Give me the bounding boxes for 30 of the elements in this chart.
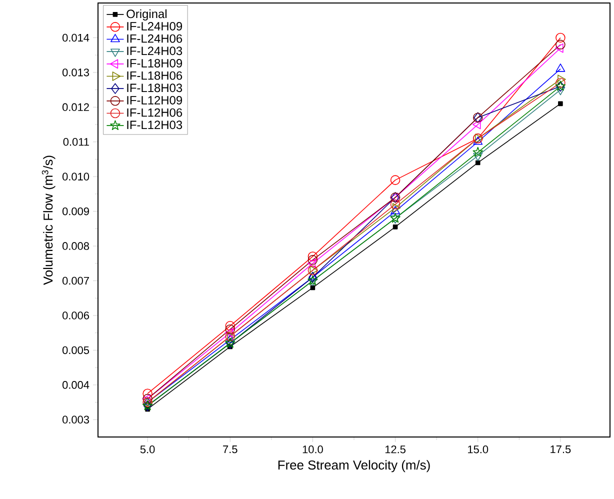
y-tick-label: 0.013	[62, 68, 90, 76]
y-tick-label: 0.010	[62, 172, 90, 180]
y-tick-label: 0.008	[62, 242, 90, 250]
y-tick-label: 0.006	[62, 312, 90, 320]
legend-label: IF-L24H06	[127, 34, 182, 43]
y-tick-label: 0.009	[62, 207, 89, 216]
x-tick-label: 15.0	[468, 446, 488, 454]
legend-label: IF-L12H06	[127, 108, 182, 117]
x-tick-label: 17.5	[550, 446, 571, 454]
legend-label: IF-L24H03	[127, 46, 182, 56]
y-axis-title: Volumetric Flow (m$^{3}$/s)	[42, 156, 56, 285]
y-tick-label: 0.007	[62, 276, 89, 285]
legend-label: IF-L12H09	[127, 96, 182, 104]
legend-label: IF-L12H03	[127, 120, 182, 130]
y-tick-label: 0.012	[62, 103, 89, 112]
legend-label: IF-L18H06	[127, 71, 182, 80]
x-tick-label: 5.0	[140, 446, 155, 454]
y-tick-label: 0.003	[62, 416, 90, 424]
y-tick-label: 0.004	[62, 381, 90, 389]
legend-label: Original	[126, 9, 166, 20]
y-tick-label: 0.014	[62, 34, 90, 42]
x-tick-label: 12.5	[385, 446, 406, 454]
x-axis-title: Free Stream Velocity (m/s)	[278, 460, 430, 472]
x-tick-label: 7.5	[223, 446, 238, 454]
x-tick-label: 10.0	[302, 446, 323, 454]
legend-label: IF-L24H09	[127, 22, 182, 30]
legend-label: IF-L18H09	[127, 59, 182, 68]
legend-label: IF-L18H03	[127, 84, 182, 92]
y-tick-label: 0.005	[62, 346, 90, 354]
y-tick-label: 0.011	[63, 138, 89, 146]
